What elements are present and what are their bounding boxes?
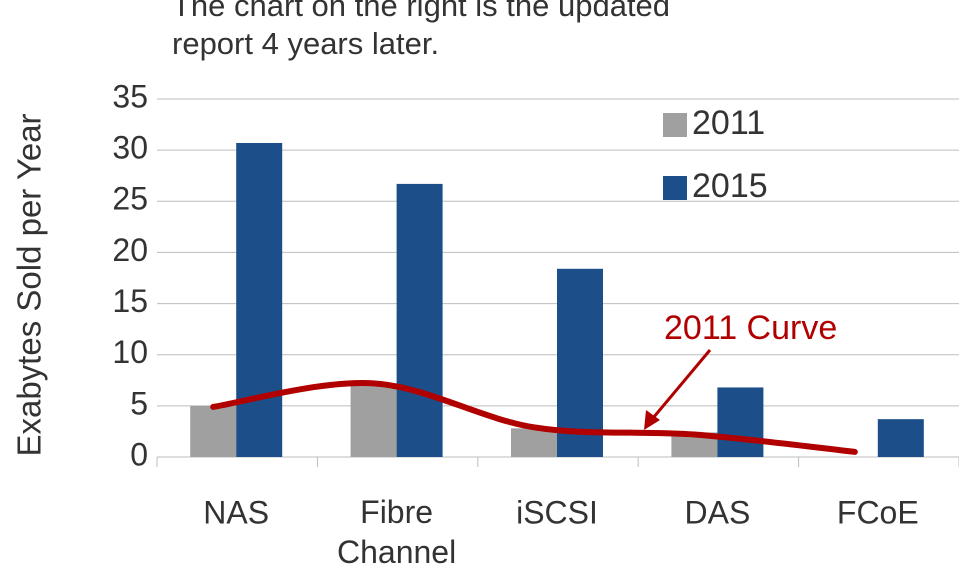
y-tick-label: 0 bbox=[130, 436, 148, 472]
legend-label: 2011 bbox=[692, 104, 765, 142]
caption-line: The chart on the right is the updated bbox=[172, 0, 670, 23]
x-tick-label: DAS bbox=[685, 494, 751, 530]
y-axis-label: Exabytes Sold per Year bbox=[11, 113, 48, 456]
y-tick-label: 20 bbox=[112, 232, 148, 268]
curve-annotation: 2011 Curve bbox=[664, 309, 837, 347]
x-tick-label: Fibre Channel bbox=[337, 494, 456, 570]
bar bbox=[190, 405, 237, 457]
legend-label: 2015 bbox=[692, 167, 768, 205]
bar bbox=[557, 268, 603, 457]
legend-swatch bbox=[663, 176, 687, 200]
bar bbox=[511, 428, 557, 457]
x-tick-label: iSCSI bbox=[516, 494, 598, 530]
y-tick-label: 30 bbox=[112, 130, 148, 166]
y-tick-label: 35 bbox=[112, 78, 148, 114]
y-tick-label: 10 bbox=[112, 334, 148, 370]
bar bbox=[717, 387, 764, 457]
y-tick-label: 5 bbox=[130, 385, 148, 421]
caption-line: report 4 years later. bbox=[172, 26, 439, 61]
y-tick-label: 15 bbox=[112, 283, 148, 319]
bar bbox=[350, 385, 397, 457]
x-tick-label: NAS bbox=[203, 494, 269, 530]
bar bbox=[396, 183, 443, 457]
x-tick-label: FCoE bbox=[837, 494, 919, 530]
legend-swatch bbox=[663, 113, 687, 137]
arrow-head bbox=[644, 410, 660, 430]
bar bbox=[877, 419, 924, 457]
bar bbox=[236, 142, 283, 458]
trend-curve bbox=[210, 380, 858, 455]
annotation-arrow bbox=[646, 349, 712, 425]
y-tick-label: 25 bbox=[112, 181, 148, 217]
